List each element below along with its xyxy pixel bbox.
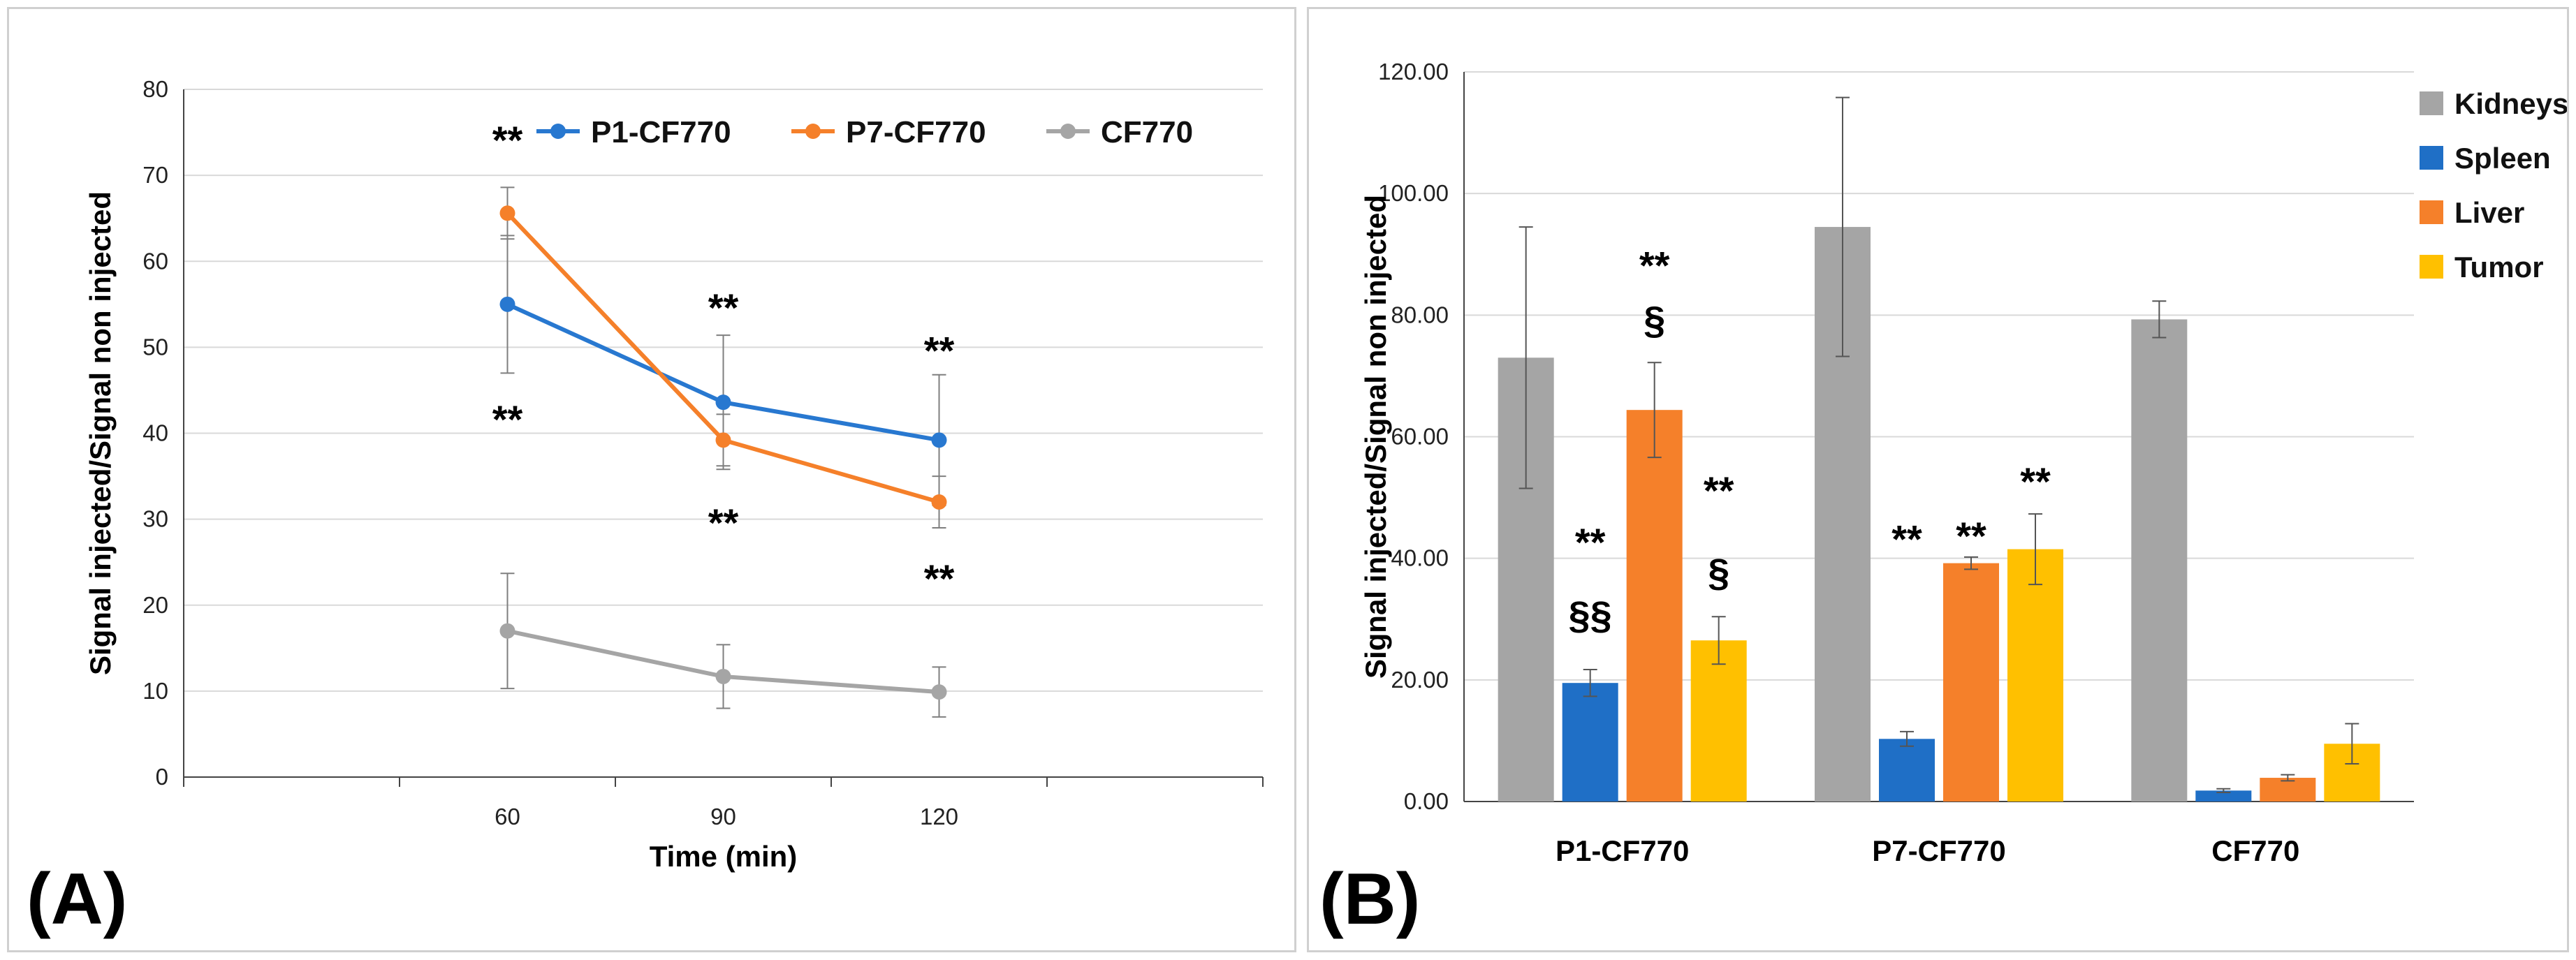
data-point-p7-cf770 bbox=[931, 494, 947, 510]
bar-tumor bbox=[2007, 549, 2063, 802]
panel-label: (A) bbox=[27, 859, 127, 940]
data-point-p7-cf770 bbox=[499, 205, 515, 221]
y-tick-label: 0 bbox=[156, 764, 168, 790]
legend-label: CF770 bbox=[1101, 115, 1193, 149]
legend-label: P1-CF770 bbox=[591, 115, 731, 149]
x-axis-title: Time (min) bbox=[650, 840, 798, 873]
bar-spleen bbox=[2195, 790, 2252, 802]
significance-annotation: ** bbox=[1575, 520, 1606, 564]
significance-annotation: ** bbox=[492, 118, 523, 162]
legend-swatch bbox=[2420, 146, 2443, 170]
legend-marker bbox=[550, 124, 566, 139]
legend-label: P7-CF770 bbox=[846, 115, 986, 149]
legend-label: Tumor bbox=[2454, 251, 2544, 283]
legend-label: Kidneys bbox=[2454, 87, 2567, 120]
significance-annotation: § bbox=[1644, 298, 1665, 342]
y-tick-label: 40 bbox=[142, 420, 168, 446]
significance-annotation: ** bbox=[924, 329, 955, 373]
y-tick-label: 10 bbox=[142, 678, 168, 704]
y-axis-title: Signal injected/Signal non injected bbox=[1359, 195, 1392, 679]
x-category-label: P1-CF770 bbox=[1556, 834, 1689, 867]
significance-annotation: ** bbox=[1956, 514, 1986, 558]
data-point-cf770 bbox=[931, 684, 947, 700]
y-tick-label: 120.00 bbox=[1378, 59, 1449, 84]
y-tick-label: 40.00 bbox=[1391, 545, 1449, 571]
legend-swatch bbox=[2420, 91, 2443, 115]
legend-marker bbox=[805, 124, 821, 139]
y-tick-label: 60.00 bbox=[1391, 424, 1449, 450]
x-tick-label: 60 bbox=[495, 804, 520, 829]
bar-tumor bbox=[1690, 640, 1747, 802]
legend-label: Spleen bbox=[2454, 142, 2551, 175]
y-tick-label: 60 bbox=[142, 248, 168, 274]
bar-spleen bbox=[1562, 683, 1618, 802]
y-tick-label: 80 bbox=[142, 76, 168, 102]
y-tick-label: 100.00 bbox=[1378, 180, 1449, 206]
y-tick-label: 0.00 bbox=[1404, 788, 1449, 814]
line-chart-svg: 0 10 20 30 40 50 60 70 80 60 90 120 Time (min) Signal… bbox=[27, 76, 1264, 940]
y-tick-label: 20.00 bbox=[1391, 667, 1449, 693]
legend-swatch bbox=[2420, 255, 2443, 279]
y-axis-title: Signal injected/Signal non injected bbox=[84, 191, 117, 675]
data-point-p1-cf770 bbox=[931, 432, 947, 448]
data-point-p1-cf770 bbox=[715, 394, 731, 411]
legend-marker bbox=[1060, 124, 1076, 139]
data-point-cf770 bbox=[715, 668, 731, 684]
bar-kidneys bbox=[2131, 319, 2188, 802]
data-point-p1-cf770 bbox=[499, 296, 515, 312]
data-point-cf770 bbox=[499, 623, 515, 639]
bar-liver bbox=[1943, 563, 1999, 802]
significance-annotation: ** bbox=[924, 556, 955, 600]
y-tick-label: 70 bbox=[142, 162, 168, 188]
y-tick-label: 20 bbox=[142, 592, 168, 618]
significance-annotation: ** bbox=[1704, 468, 1734, 512]
bar-liver bbox=[2260, 778, 2316, 802]
x-tick-label: 120 bbox=[920, 804, 958, 829]
significance-annotation: ** bbox=[2020, 459, 2051, 503]
legend-label: Liver bbox=[2454, 196, 2524, 229]
legend-swatch bbox=[2420, 200, 2443, 224]
y-tick-label: 30 bbox=[142, 506, 168, 532]
significance-annotation: ** bbox=[1639, 244, 1670, 288]
significance-annotation: § bbox=[1708, 550, 1729, 594]
bar-chart-svg: 0.00 20.00 40.00 60.00 80.00 100.00 120.00 Sign… bbox=[1319, 59, 2567, 940]
x-category-label: CF770 bbox=[2211, 834, 2299, 867]
significance-annotation: ** bbox=[708, 501, 739, 545]
panel-a-line-chart: 0 10 20 30 40 50 60 70 80 60 90 120 Time (min) Signal… bbox=[7, 7, 1296, 952]
panel-b-bar-chart: 0.00 20.00 40.00 60.00 80.00 100.00 120.00 Sign… bbox=[1307, 7, 2569, 952]
significance-annotation: ** bbox=[492, 397, 523, 441]
y-tick-label: 80.00 bbox=[1391, 302, 1449, 327]
data-point-p7-cf770 bbox=[715, 432, 731, 448]
significance-annotation: ** bbox=[1891, 517, 1922, 561]
bar-liver bbox=[1626, 410, 1683, 802]
x-tick-label: 90 bbox=[710, 804, 736, 829]
bar-spleen bbox=[1879, 739, 1935, 802]
x-category-label: P7-CF770 bbox=[1872, 834, 2005, 867]
y-tick-label: 50 bbox=[142, 334, 168, 360]
significance-annotation: ** bbox=[708, 286, 739, 330]
panel-label: (B) bbox=[1319, 859, 1420, 940]
significance-annotation: §§ bbox=[1569, 593, 1612, 637]
